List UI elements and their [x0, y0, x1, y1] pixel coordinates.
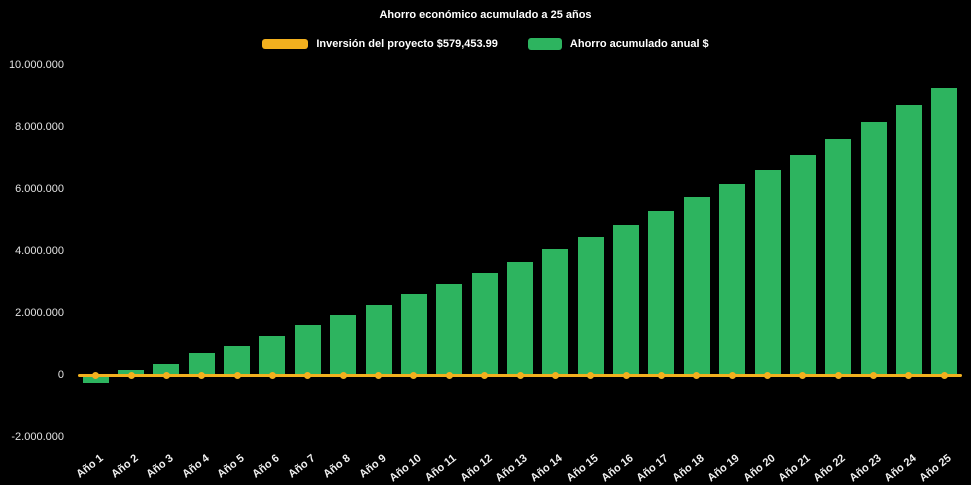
investment-point-ano-25[interactable]: [940, 371, 948, 379]
investment-point-ano-22[interactable]: [834, 371, 842, 379]
investment-point-ano-2[interactable]: [127, 371, 135, 379]
investment-point-ano-15[interactable]: [587, 371, 595, 379]
x-axis-label: Año 17: [634, 452, 672, 485]
x-axis-label: Año 20: [740, 452, 778, 485]
x-axis-label: Año 12: [458, 452, 495, 485]
x-axis-label: Año 6: [250, 452, 283, 481]
bar-ano-24[interactable]: [895, 105, 922, 375]
bar-ano-1[interactable]: [82, 375, 109, 383]
bar-ano-23[interactable]: [860, 122, 887, 375]
y-axis-label: 8.000.000: [15, 121, 64, 133]
legend-marker-ahorro: [527, 38, 562, 50]
x-axis-label: Año 11: [423, 452, 459, 484]
x-axis-label: Año 8: [321, 452, 353, 481]
bar-ano-21[interactable]: [789, 154, 816, 375]
bar-ano-12[interactable]: [471, 272, 498, 375]
bar-ano-5[interactable]: [224, 345, 251, 375]
investment-point-ano-24[interactable]: [905, 371, 913, 379]
bar-ano-6[interactable]: [259, 336, 286, 375]
investment-point-ano-3[interactable]: [162, 371, 170, 379]
legend-label-inversion: Inversión del proyecto $579,453.99: [316, 38, 498, 50]
bar-ano-8[interactable]: [330, 314, 357, 375]
x-axis-label: Año 4: [179, 452, 212, 481]
x-axis-label: Año 23: [846, 452, 884, 485]
investment-point-ano-8[interactable]: [339, 371, 347, 379]
y-axis-label: 10.000.000: [8, 59, 64, 71]
investment-point-ano-5[interactable]: [233, 371, 241, 379]
investment-point-ano-18[interactable]: [693, 371, 701, 379]
bar-ano-10[interactable]: [400, 294, 427, 375]
x-axis-label: Año 19: [705, 452, 742, 485]
bar-ano-17[interactable]: [648, 210, 675, 375]
x-axis-label: Año 10: [387, 452, 424, 485]
investment-point-ano-10[interactable]: [410, 371, 418, 379]
legend-item-inversion[interactable]: Inversión del proyecto $579,453.99: [262, 38, 498, 50]
bar-ano-16[interactable]: [613, 224, 640, 375]
x-axis-label: Año 16: [599, 452, 636, 485]
y-axis-label: 4.000.000: [15, 245, 64, 257]
y-axis-label: -2.000.000: [11, 431, 64, 443]
y-axis-label: 6.000.000: [15, 183, 64, 195]
y-axis-label: 0: [57, 369, 64, 381]
x-axis-label: Año 2: [109, 452, 141, 481]
investment-point-ano-6[interactable]: [268, 371, 276, 379]
legend: Inversión del proyecto $579,453.99 Ahorr…: [0, 38, 971, 50]
bar-ano-11[interactable]: [436, 283, 463, 375]
investment-point-ano-21[interactable]: [799, 371, 807, 379]
investment-point-ano-12[interactable]: [481, 371, 489, 379]
investment-point-ano-20[interactable]: [764, 371, 772, 379]
x-axis-label: Año 9: [356, 452, 389, 481]
investment-point-ano-11[interactable]: [445, 371, 453, 379]
x-axis-label: Año 3: [144, 452, 177, 481]
bar-ano-4[interactable]: [188, 353, 215, 375]
investment-point-ano-19[interactable]: [728, 371, 736, 379]
x-axis-label: Año 22: [811, 452, 848, 485]
x-axis-label: Año 1: [73, 452, 106, 481]
bar-ano-14[interactable]: [542, 249, 569, 375]
investment-point-ano-14[interactable]: [551, 371, 559, 379]
x-axis-label: Año 21: [776, 452, 813, 485]
x-axis-label: Año 24: [882, 452, 919, 485]
bar-ano-3[interactable]: [153, 364, 180, 375]
x-axis-label: Año 13: [493, 452, 530, 485]
investment-point-ano-17[interactable]: [657, 371, 665, 379]
bar-ano-25[interactable]: [931, 88, 958, 375]
bar-ano-13[interactable]: [507, 261, 533, 375]
x-axis-label: Año 25: [917, 452, 955, 485]
x-axis-label: Año 7: [286, 452, 318, 481]
investment-point-ano-9[interactable]: [375, 371, 383, 379]
investment-point-ano-16[interactable]: [622, 371, 630, 379]
x-axis-label: Año 14: [528, 452, 566, 485]
x-axis-label: Año 5: [215, 452, 247, 481]
investment-point-ano-1[interactable]: [92, 371, 100, 379]
investment-point-ano-23[interactable]: [870, 371, 878, 379]
bar-ano-15[interactable]: [577, 237, 604, 375]
chart-title: Ahorro económico acumulado a 25 años: [379, 9, 592, 21]
investment-point-ano-4[interactable]: [198, 371, 206, 379]
bar-ano-7[interactable]: [294, 325, 321, 375]
bar-ano-20[interactable]: [754, 170, 781, 375]
legend-item-ahorro[interactable]: Ahorro acumulado anual $: [527, 38, 709, 50]
legend-marker-inversion: [262, 39, 309, 49]
investment-point-ano-13[interactable]: [516, 371, 524, 379]
bar-ano-22[interactable]: [825, 139, 852, 375]
bar-ano-9[interactable]: [365, 305, 392, 375]
legend-label-ahorro: Ahorro acumulado anual $: [569, 38, 709, 50]
x-axis-label: Año 15: [564, 452, 601, 485]
bar-ano-19[interactable]: [719, 184, 746, 375]
x-axis-label: Año 18: [670, 452, 707, 485]
y-axis-label: 2.000.000: [15, 307, 64, 319]
investment-point-ano-7[interactable]: [304, 371, 312, 379]
bar-ano-18[interactable]: [683, 196, 710, 375]
